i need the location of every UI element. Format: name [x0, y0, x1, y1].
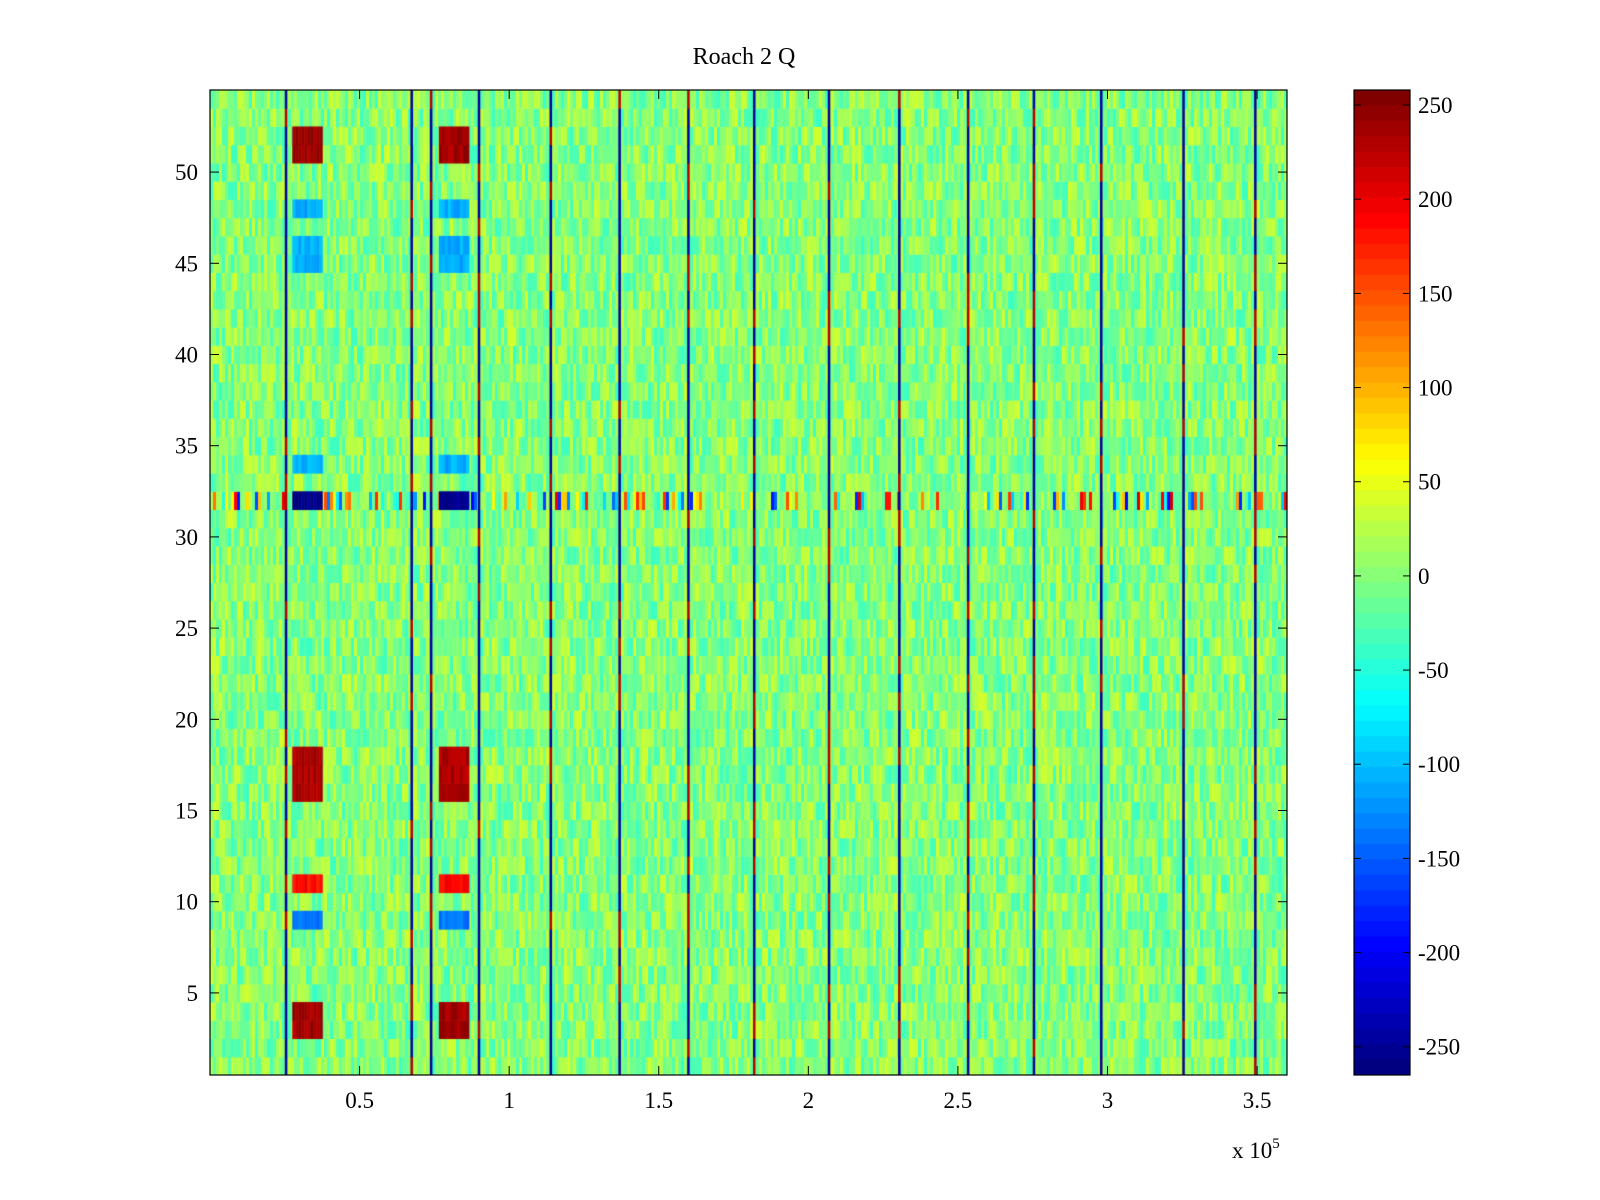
y-tick-label: 5: [187, 981, 199, 1006]
x-tick-label: 2: [803, 1088, 815, 1113]
colorbar-frame: [1353, 89, 1411, 1076]
colorbar-tick-label: 100: [1418, 376, 1453, 401]
x-exponent-label: x 105: [1232, 1136, 1280, 1163]
colorbar-tick-label: 200: [1418, 187, 1453, 212]
y-tick-label: 15: [175, 799, 198, 824]
colorbar-tick-label: -200: [1418, 941, 1460, 966]
colorbar-tick-label: 150: [1418, 281, 1453, 306]
colorbar-tick-label: -100: [1418, 752, 1460, 777]
y-tick-label: 10: [175, 890, 198, 915]
colorbar-tick-label: 250: [1418, 93, 1453, 118]
ticks-group: 0.5 1 1.5 2 2.5 3 3.5 5 10 15 20 25 30 35 40 45 50 250 200…: [175, 90, 1460, 1113]
colorbar-tick-label: 0: [1418, 564, 1430, 589]
x-tick-label: 3: [1102, 1088, 1114, 1113]
y-tick-label: 40: [175, 342, 198, 367]
colorbar-tick-label: -50: [1418, 658, 1449, 683]
colorbar-tick-label: 50: [1418, 470, 1441, 495]
plot-frame: [209, 89, 1288, 1076]
x-tick-label: 1.5: [644, 1088, 673, 1113]
x-tick-label: 2.5: [944, 1088, 973, 1113]
y-tick-label: 25: [175, 616, 198, 641]
y-tick-label: 50: [175, 160, 198, 185]
chart-title: Roach 2 Q: [692, 44, 796, 70]
x-tick-label: 3.5: [1243, 1088, 1272, 1113]
y-tick-label: 35: [175, 434, 198, 459]
colorbar-image: [1354, 90, 1410, 1075]
x-tick-label: 1: [503, 1088, 515, 1113]
x-tick-label: 0.5: [345, 1088, 374, 1113]
y-tick-label: 20: [175, 707, 198, 732]
y-tick-label: 45: [175, 251, 198, 276]
heatmap-image: [210, 90, 1287, 1075]
colorbar-tick-label: -250: [1418, 1035, 1460, 1060]
colorbar-tick-label: -150: [1418, 846, 1460, 871]
y-tick-label: 30: [175, 525, 198, 550]
